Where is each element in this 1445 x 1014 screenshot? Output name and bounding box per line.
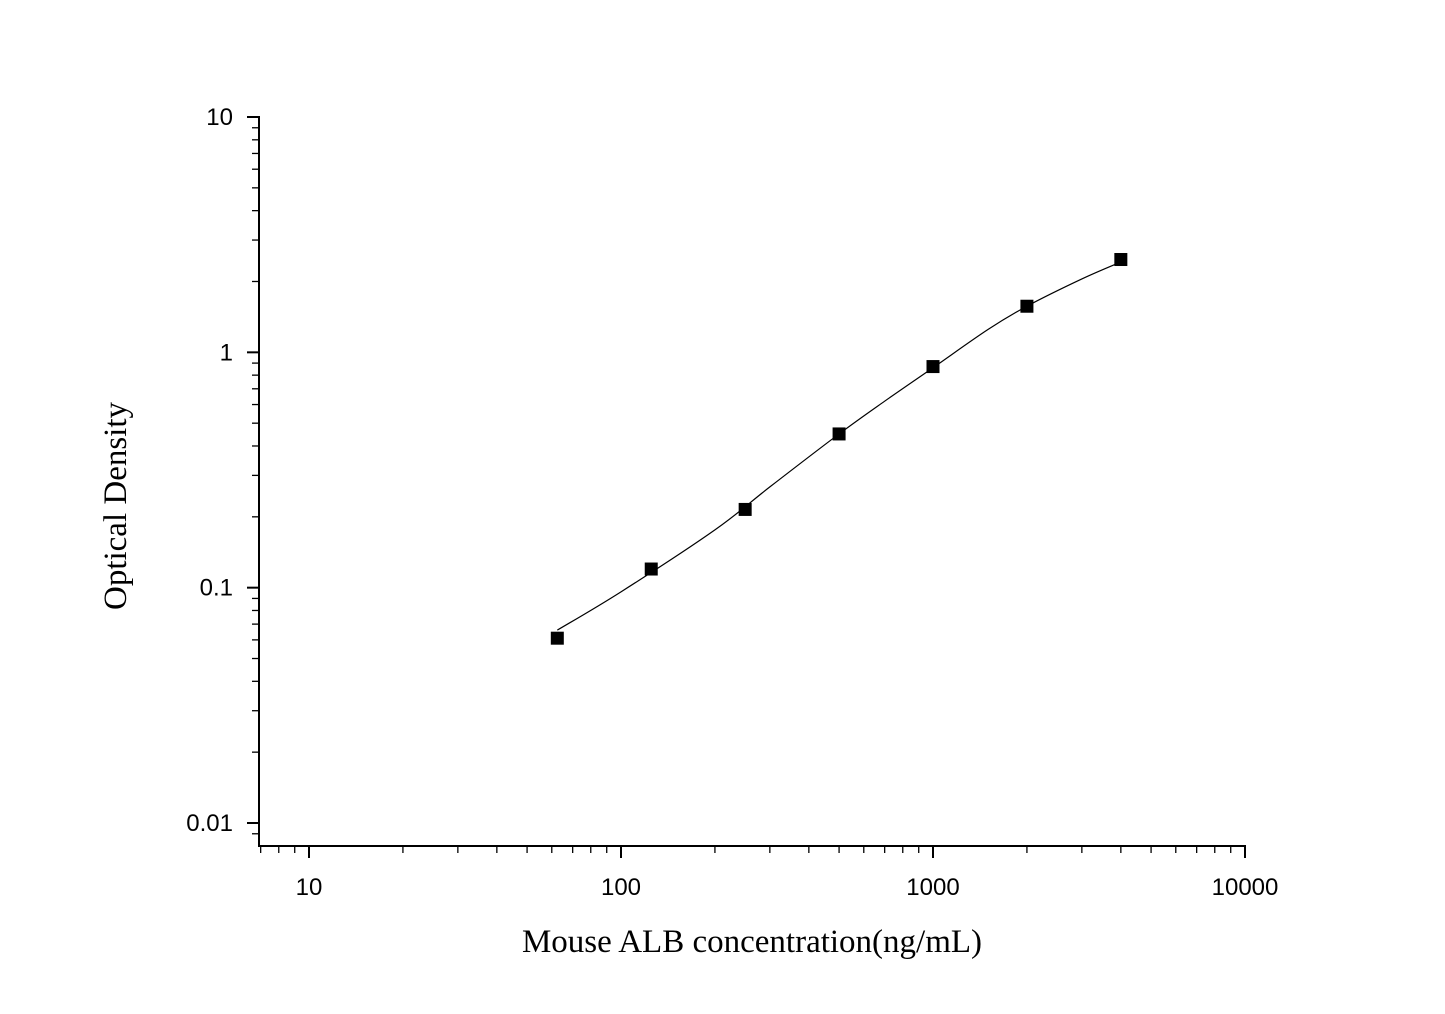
- data-point: [738, 502, 752, 516]
- fit-curve-line: [557, 261, 1122, 631]
- data-points: [550, 253, 1128, 645]
- x-tick-label: 10: [296, 874, 323, 901]
- data-point: [1020, 299, 1034, 313]
- x-tick-label: 100: [601, 874, 641, 901]
- x-axis-ticks: [260, 846, 1246, 858]
- y-axis-ticks: [247, 116, 259, 835]
- x-tick-label: 1000: [906, 874, 959, 901]
- data-point: [926, 360, 940, 374]
- x-axis-tick-labels: 10 100 1000 10000: [296, 874, 1279, 901]
- data-point: [1114, 253, 1128, 267]
- data-point: [550, 631, 564, 645]
- y-tick-label: 0.01: [186, 810, 233, 837]
- y-tick-label: 10: [206, 104, 233, 131]
- plot-area: 0.01 0.1 1 10 10 100 1000 10000: [186, 104, 1278, 901]
- y-axis-title: Optical Density: [98, 401, 134, 610]
- y-axis-tick-labels: 0.01 0.1 1 10: [186, 104, 233, 837]
- x-axis-title: Mouse ALB concentration(ng/mL): [522, 924, 982, 960]
- y-tick-label: 1: [220, 339, 233, 366]
- data-point: [644, 562, 658, 576]
- x-tick-label: 10000: [1212, 874, 1279, 901]
- data-point: [832, 427, 846, 441]
- y-tick-label: 0.1: [200, 575, 233, 602]
